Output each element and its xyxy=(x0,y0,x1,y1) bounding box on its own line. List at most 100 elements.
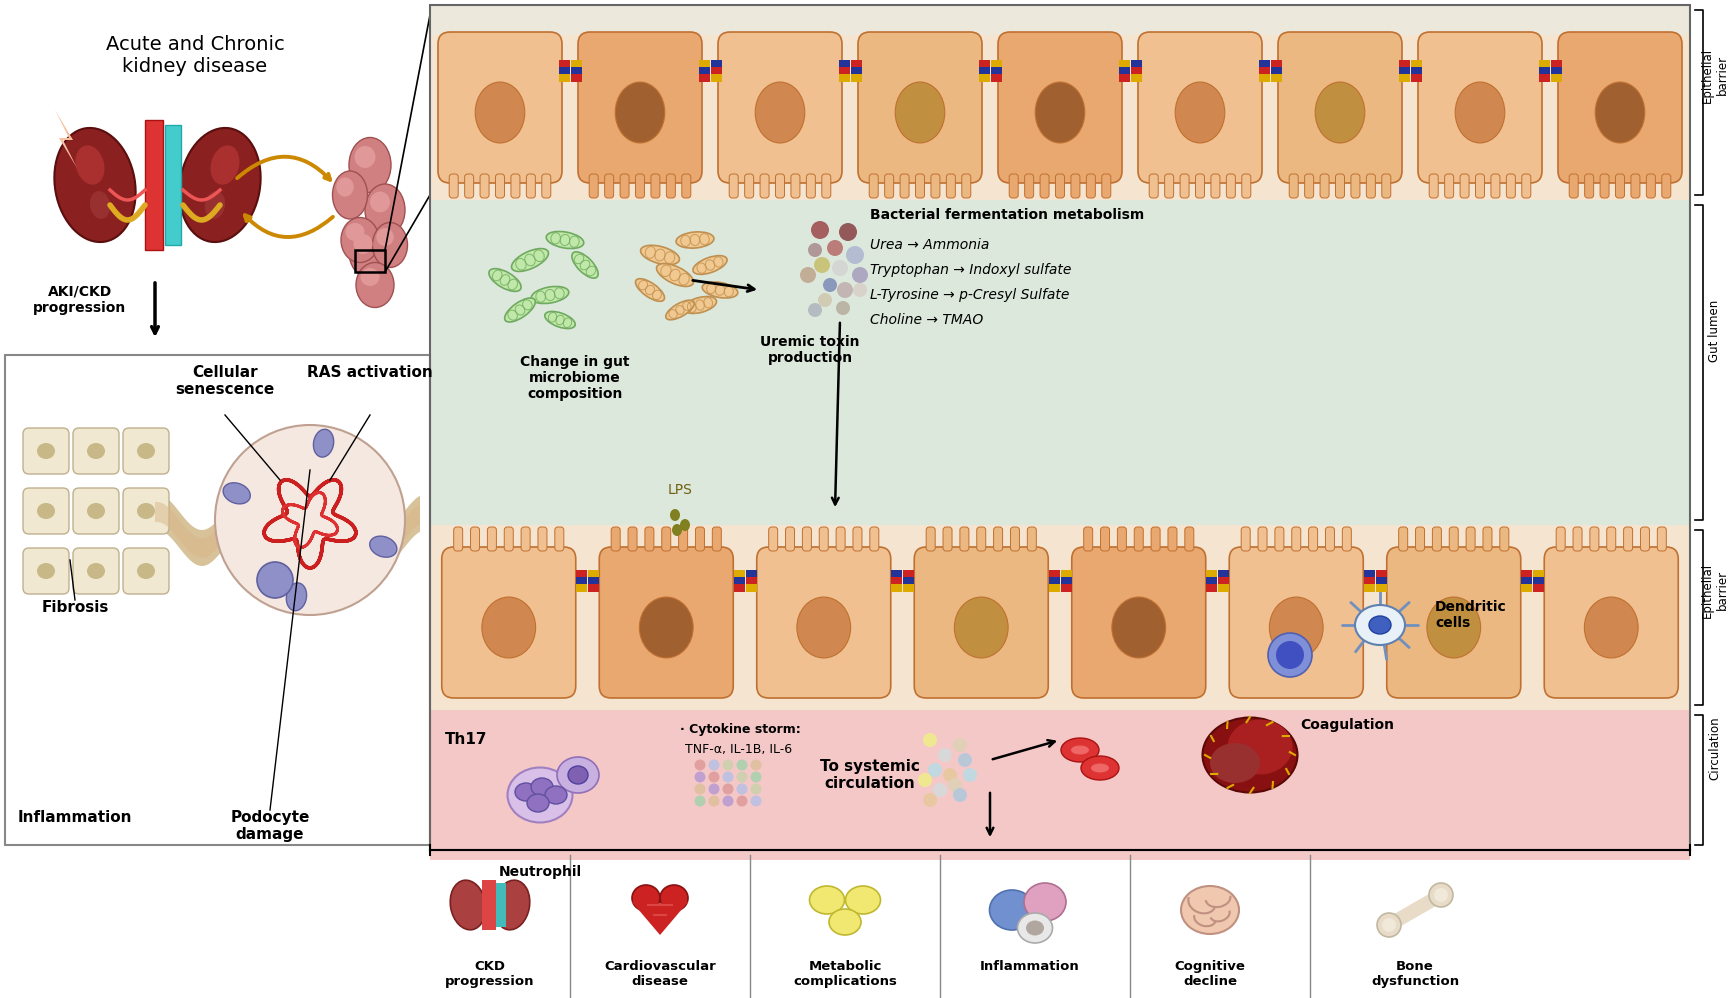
FancyBboxPatch shape xyxy=(1342,527,1351,551)
Bar xyxy=(165,125,181,245)
Bar xyxy=(1399,60,1410,64)
Bar xyxy=(1533,570,1543,574)
Bar xyxy=(1118,60,1130,64)
Circle shape xyxy=(818,293,832,307)
FancyBboxPatch shape xyxy=(1134,527,1144,551)
Bar xyxy=(1259,71,1269,75)
FancyBboxPatch shape xyxy=(719,32,842,183)
Bar xyxy=(734,577,745,581)
Bar xyxy=(1219,577,1229,581)
Bar xyxy=(571,71,582,75)
Bar xyxy=(698,78,710,82)
Text: AKI/CKD
progression: AKI/CKD progression xyxy=(33,284,127,315)
Text: Th17: Th17 xyxy=(444,733,488,748)
Bar xyxy=(1533,588,1543,592)
FancyBboxPatch shape xyxy=(1415,527,1425,551)
Ellipse shape xyxy=(476,82,524,143)
Bar xyxy=(1049,570,1059,574)
Bar xyxy=(1130,60,1142,64)
FancyBboxPatch shape xyxy=(977,527,986,551)
FancyBboxPatch shape xyxy=(998,32,1121,183)
FancyBboxPatch shape xyxy=(1071,547,1207,698)
Text: Circulation: Circulation xyxy=(1708,717,1722,780)
Ellipse shape xyxy=(830,909,861,935)
Ellipse shape xyxy=(672,524,682,536)
FancyBboxPatch shape xyxy=(1083,527,1092,551)
Bar xyxy=(1061,577,1071,581)
FancyBboxPatch shape xyxy=(521,527,529,551)
Bar xyxy=(1207,581,1217,585)
FancyBboxPatch shape xyxy=(1028,527,1036,551)
Bar xyxy=(1521,586,1531,590)
Text: TNF-α, IL-1B, IL-6: TNF-α, IL-1B, IL-6 xyxy=(686,744,792,756)
Text: Bacterial fermentation metabolism: Bacterial fermentation metabolism xyxy=(870,208,1144,222)
Bar xyxy=(1550,62,1561,66)
Bar xyxy=(1271,64,1281,68)
Bar xyxy=(1550,71,1561,75)
Bar xyxy=(1533,579,1543,583)
Ellipse shape xyxy=(547,232,583,249)
FancyBboxPatch shape xyxy=(943,527,951,551)
Ellipse shape xyxy=(571,251,599,278)
FancyBboxPatch shape xyxy=(679,527,687,551)
FancyBboxPatch shape xyxy=(1641,527,1649,551)
Circle shape xyxy=(750,771,762,782)
FancyBboxPatch shape xyxy=(927,527,936,551)
Circle shape xyxy=(215,425,404,615)
Ellipse shape xyxy=(1061,738,1099,762)
FancyBboxPatch shape xyxy=(1259,527,1267,551)
Ellipse shape xyxy=(337,178,354,197)
Bar xyxy=(589,581,599,585)
Bar xyxy=(576,581,587,585)
Circle shape xyxy=(1434,888,1448,902)
Bar xyxy=(354,250,385,272)
Bar xyxy=(1363,570,1375,574)
FancyBboxPatch shape xyxy=(1630,174,1641,198)
Circle shape xyxy=(694,759,705,770)
Bar xyxy=(431,525,1691,710)
FancyBboxPatch shape xyxy=(556,527,564,551)
FancyBboxPatch shape xyxy=(1432,527,1441,551)
Bar xyxy=(1410,76,1422,80)
Bar xyxy=(1130,71,1142,75)
Text: Cellular
senescence: Cellular senescence xyxy=(175,365,274,397)
Text: To systemic
circulation: To systemic circulation xyxy=(819,758,920,791)
FancyBboxPatch shape xyxy=(760,174,769,198)
Ellipse shape xyxy=(1203,718,1297,792)
Ellipse shape xyxy=(137,503,155,519)
FancyBboxPatch shape xyxy=(1467,527,1476,551)
FancyBboxPatch shape xyxy=(899,174,910,198)
Ellipse shape xyxy=(450,880,486,930)
Text: Neutrophil: Neutrophil xyxy=(498,865,582,879)
Circle shape xyxy=(807,243,823,257)
Bar xyxy=(1259,62,1269,66)
FancyBboxPatch shape xyxy=(1151,527,1160,551)
FancyBboxPatch shape xyxy=(1661,174,1670,198)
Bar xyxy=(1410,69,1422,73)
Bar xyxy=(1521,579,1531,583)
Bar xyxy=(991,69,1002,73)
Ellipse shape xyxy=(615,82,665,143)
FancyBboxPatch shape xyxy=(470,527,479,551)
Ellipse shape xyxy=(639,597,693,658)
Circle shape xyxy=(937,748,951,762)
Circle shape xyxy=(1377,913,1401,937)
Bar xyxy=(1399,71,1410,75)
Bar xyxy=(991,64,1002,68)
Ellipse shape xyxy=(1026,920,1043,935)
Ellipse shape xyxy=(224,483,250,504)
Bar xyxy=(431,5,1691,850)
Bar xyxy=(1410,78,1422,82)
FancyBboxPatch shape xyxy=(628,527,637,551)
Circle shape xyxy=(837,301,851,315)
Bar xyxy=(745,570,757,574)
Ellipse shape xyxy=(370,192,391,213)
Bar xyxy=(1363,577,1375,581)
FancyBboxPatch shape xyxy=(495,174,505,198)
FancyBboxPatch shape xyxy=(1387,547,1521,698)
Bar xyxy=(1375,581,1387,585)
FancyBboxPatch shape xyxy=(23,548,69,594)
Circle shape xyxy=(814,257,830,273)
Bar xyxy=(576,579,587,583)
Bar xyxy=(838,64,849,68)
